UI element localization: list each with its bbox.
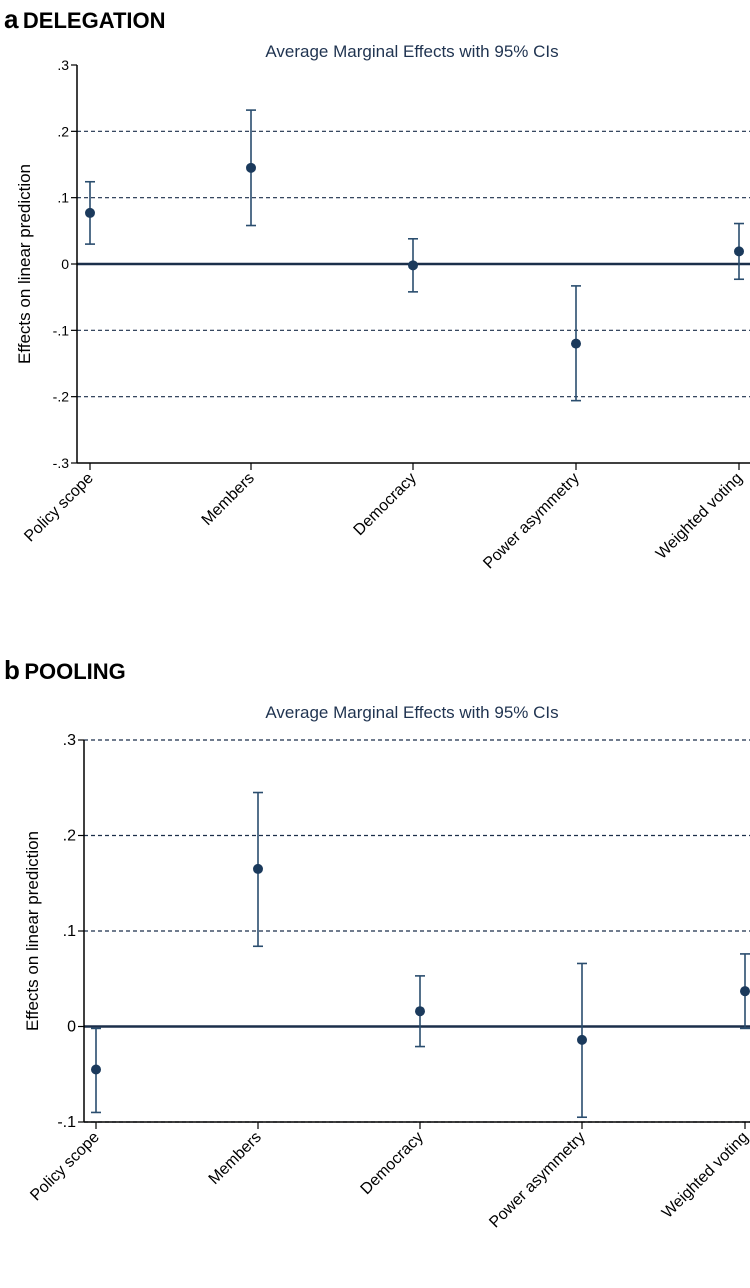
estimate-point <box>734 246 744 257</box>
y-tick-label: .2 <box>63 828 76 845</box>
y-tick-label: -.2 <box>53 389 70 405</box>
y-tick-label: -.3 <box>53 455 70 471</box>
estimate-point <box>415 1006 425 1017</box>
y-tick-label: .2 <box>57 123 69 139</box>
estimate-point <box>740 986 750 997</box>
x-tick-label: Members <box>199 470 258 529</box>
y-tick-label: .3 <box>57 57 69 73</box>
estimate-point <box>408 260 418 271</box>
x-tick-label: Democracy <box>358 1129 427 1198</box>
y-tick-label: .1 <box>63 923 76 940</box>
y-axis-label: Effects on linear prediction <box>15 164 34 364</box>
y-tick-label: .1 <box>57 190 69 206</box>
pooling-chart: Average Marginal Effects with 95% CIs Eff… <box>23 703 750 1232</box>
y-axis-label: Effects on linear prediction <box>23 831 42 1031</box>
panel-name: POOLING <box>24 659 126 684</box>
x-tick-label: Policy scope <box>27 1129 103 1205</box>
x-tick-label: Weighted voting <box>659 1129 750 1222</box>
estimate-point <box>577 1034 587 1045</box>
panel-letter: a <box>4 4 19 34</box>
chart-title: Average Marginal Effects with 95% CIs <box>265 703 558 722</box>
x-tick-label: Power asymmetry <box>480 470 583 573</box>
estimate-point <box>246 162 256 173</box>
x-tick-label: Democracy <box>351 470 420 539</box>
x-tick-label: Power asymmetry <box>486 1129 589 1232</box>
y-tick-label: -.1 <box>53 322 70 338</box>
panel-a-label: a DELEGATION <box>4 4 166 35</box>
x-tick-label: Policy scope <box>21 470 97 546</box>
chart-title: Average Marginal Effects with 95% CIs <box>265 42 558 61</box>
panel-b-label: b POOLING <box>4 655 126 686</box>
y-tick-label: 0 <box>67 1019 76 1036</box>
estimate-point <box>91 1064 101 1075</box>
panel-letter: b <box>4 655 20 685</box>
estimate-point <box>85 207 95 218</box>
estimate-point <box>253 863 263 874</box>
y-tick-label: 0 <box>61 256 69 272</box>
panel-name: DELEGATION <box>22 8 166 33</box>
estimate-point <box>571 338 581 349</box>
delegation-chart: Average Marginal Effects with 95% CIs Eff… <box>15 42 750 573</box>
x-tick-label: Members <box>206 1129 265 1188</box>
x-tick-label: Weighted voting <box>653 470 746 563</box>
y-tick-label: .3 <box>63 732 76 749</box>
y-tick-label: -.1 <box>57 1114 76 1131</box>
